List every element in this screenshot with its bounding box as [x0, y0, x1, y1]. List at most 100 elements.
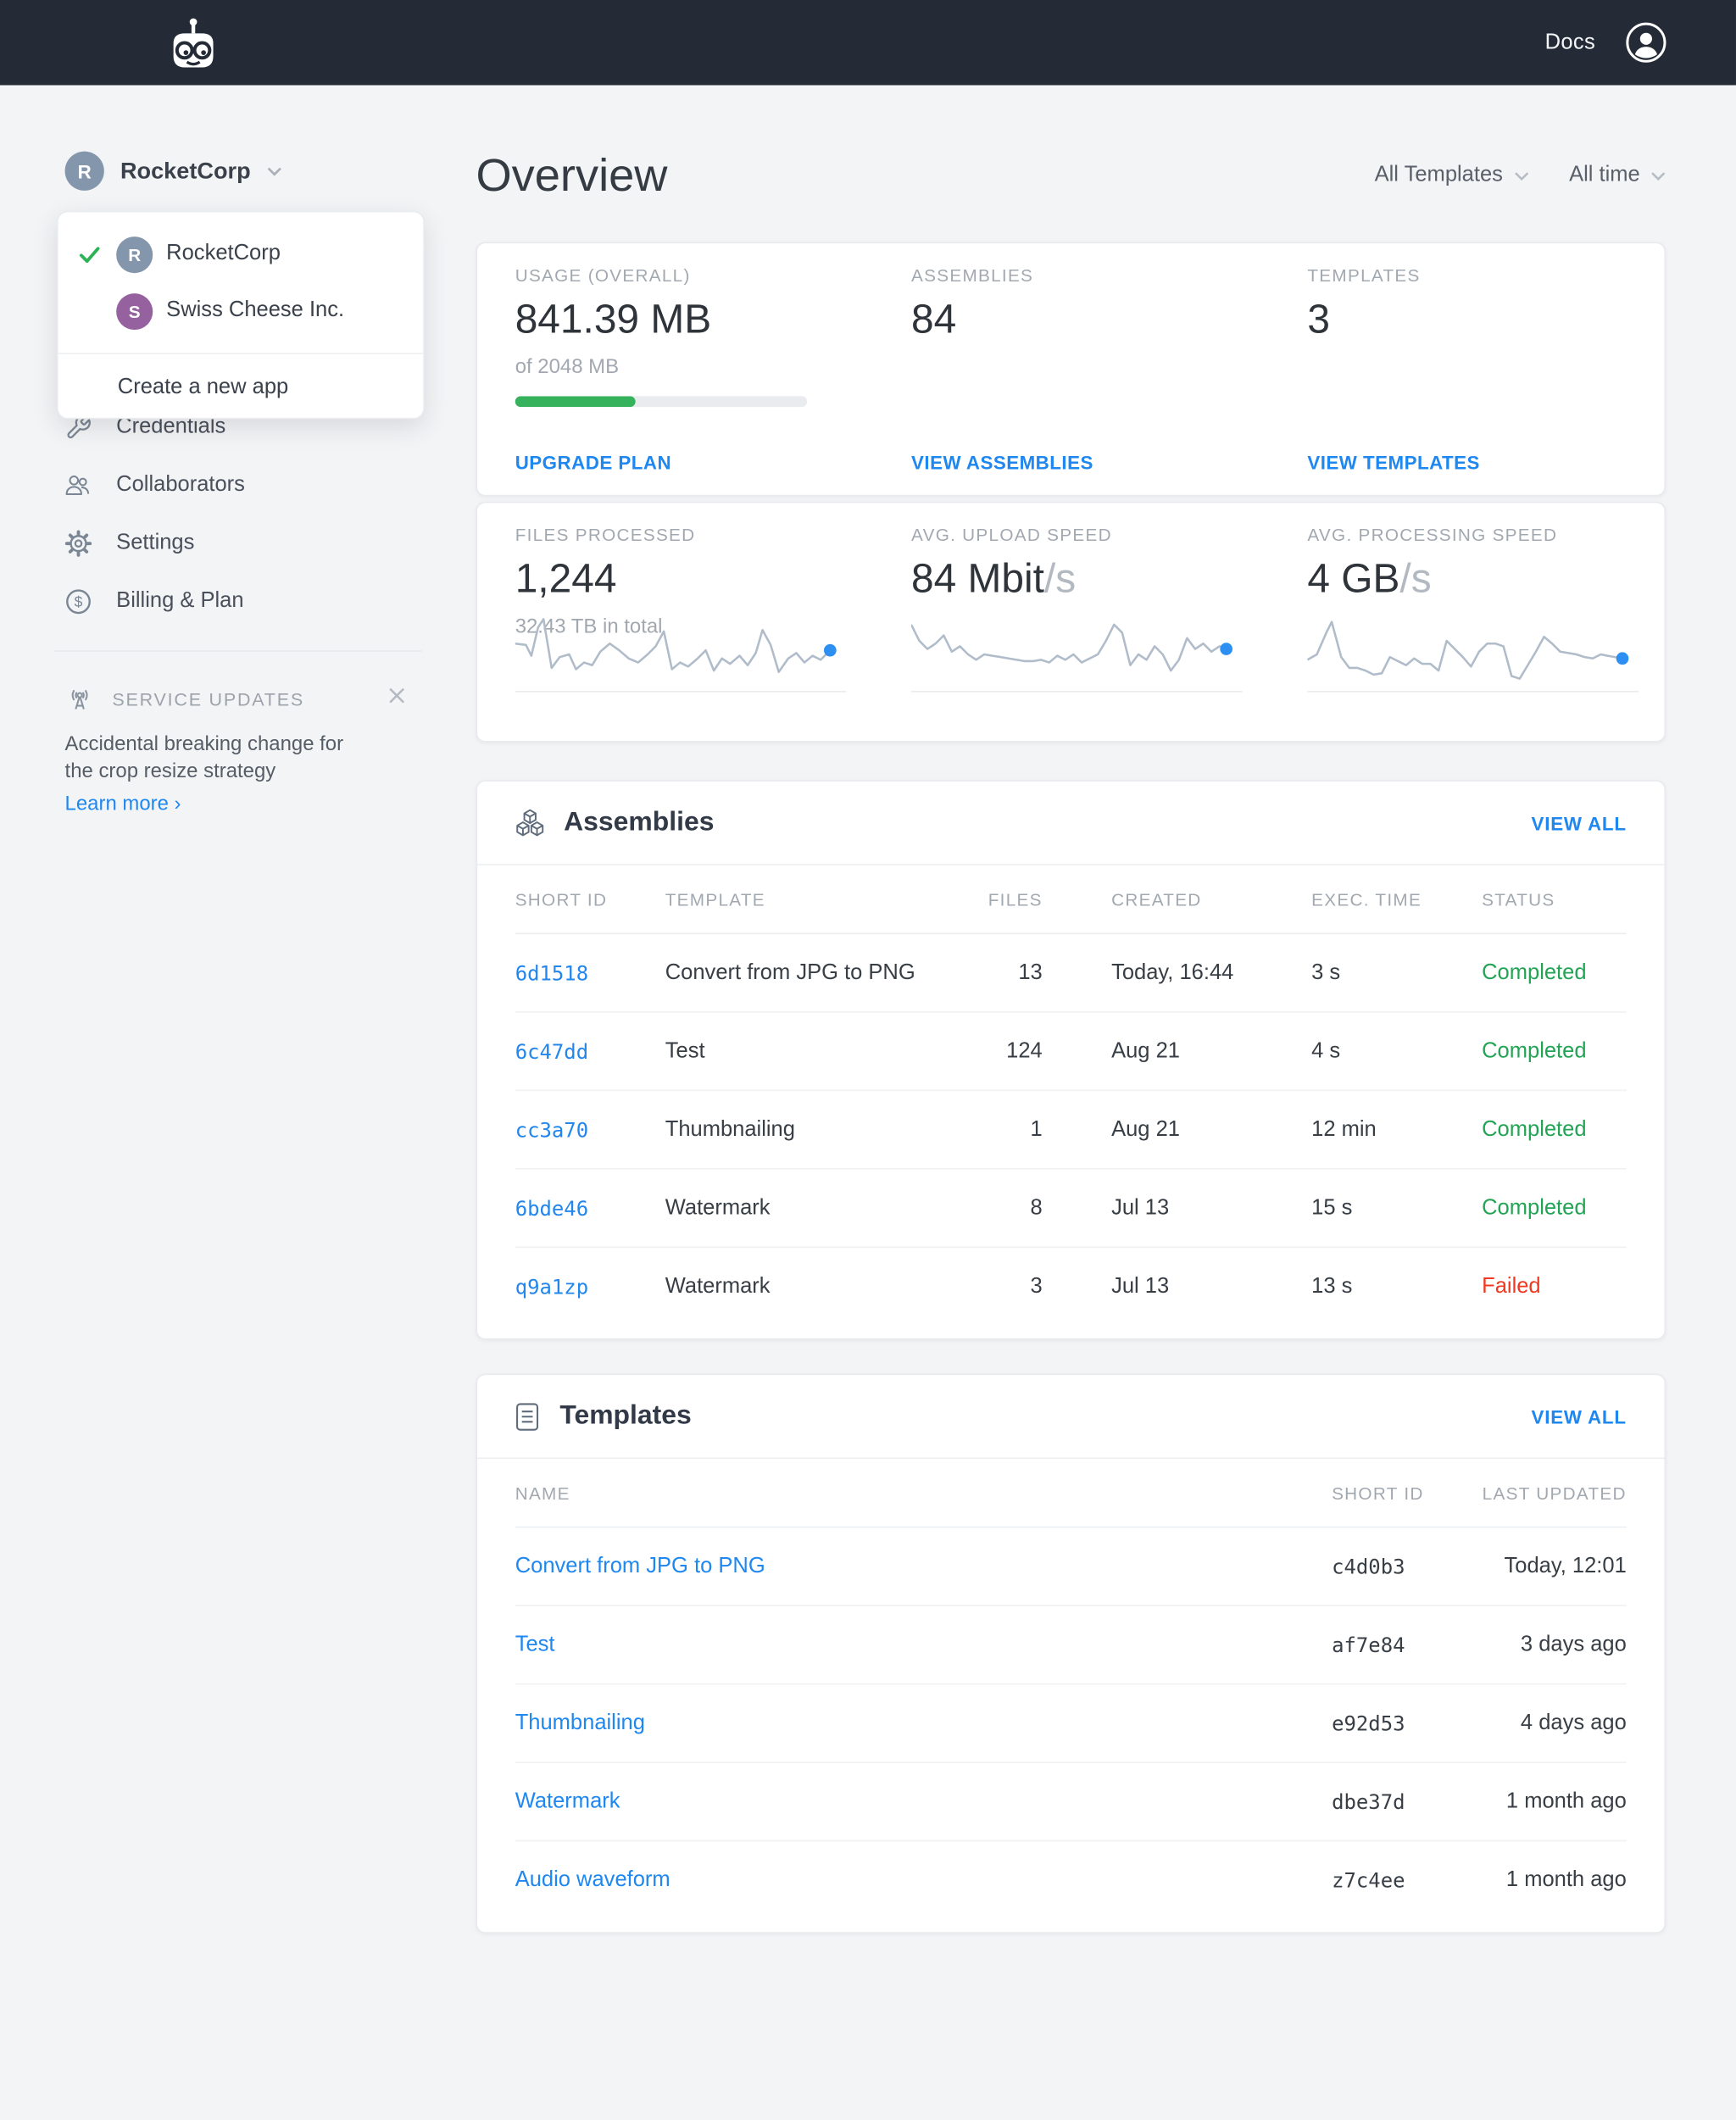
- page-title: Overview: [476, 149, 668, 201]
- template-name-link[interactable]: Audio waveform: [515, 1868, 670, 1892]
- assembly-short-id-link[interactable]: 6c47dd: [515, 1038, 589, 1064]
- gear-icon: [64, 529, 92, 557]
- assembly-row[interactable]: cc3a70 Thumbnailing 1 Aug 21 12 min Comp…: [515, 1091, 1627, 1170]
- close-icon[interactable]: [388, 687, 406, 704]
- sidebar-item-billing[interactable]: $ Billing & Plan: [0, 572, 456, 631]
- item-avatar: R: [116, 236, 153, 273]
- usage-label: USAGE (OVERALL): [515, 264, 691, 286]
- assembly-short-id-link[interactable]: 6bde46: [515, 1195, 589, 1221]
- docs-link[interactable]: Docs: [1544, 30, 1596, 54]
- processing-speed-value: 4 GB: [1307, 557, 1400, 602]
- usage-stats-card: USAGE (OVERALL) 841.39 MB of 2048 MB UPG…: [476, 242, 1666, 497]
- user-avatar-icon[interactable]: [1625, 22, 1666, 64]
- assembly-row[interactable]: 6d1518 Convert from JPG to PNG 13 Today,…: [515, 934, 1627, 1013]
- dropdown-item-rocketcorp[interactable]: R RocketCorp: [58, 225, 424, 282]
- template-row[interactable]: Audio waveform z7c4ee 1 month ago: [515, 1868, 1627, 1893]
- template-name-link[interactable]: Convert from JPG to PNG: [515, 1554, 765, 1577]
- sparkline-baseline: [515, 691, 847, 693]
- sidebar-divider: [53, 650, 422, 652]
- processing-speed-label: AVG. PROCESSING SPEED: [1307, 524, 1558, 545]
- item-label: Swiss Cheese Inc.: [166, 298, 345, 322]
- dropdown-item-swiss-cheese[interactable]: S Swiss Cheese Inc.: [58, 282, 424, 339]
- status-badge: Completed: [1482, 1038, 1587, 1062]
- app-avatar: R: [64, 151, 104, 191]
- templates-view-all-link[interactable]: VIEW ALL: [1531, 1405, 1627, 1427]
- filter-templates-dropdown[interactable]: All Templates: [1375, 164, 1529, 188]
- app-switcher-dropdown: R RocketCorp S Swiss Cheese Inc. Create …: [56, 210, 425, 420]
- dollar-icon: $: [66, 588, 91, 614]
- dropdown-divider: [58, 353, 424, 354]
- status-badge: Completed: [1482, 960, 1587, 984]
- cubes-icon: [516, 808, 544, 836]
- template-name-link[interactable]: Thumbnailing: [515, 1711, 645, 1734]
- sidebar-item-collaborators[interactable]: Collaborators: [0, 456, 456, 515]
- usage-quota: of 2048 MB: [515, 355, 620, 379]
- template-short-id: e92d53: [1332, 1711, 1405, 1736]
- throughput-stats-card: FILES PROCESSED 1,244 32.43 TB in total …: [476, 501, 1666, 743]
- template-name-link[interactable]: Test: [515, 1632, 555, 1656]
- assembly-row[interactable]: q9a1zp Watermark 3 Jul 13 13 s Failed: [515, 1248, 1627, 1327]
- service-updates-title: SERVICE UPDATES: [112, 688, 304, 709]
- assemblies-section: Assemblies VIEW ALL SHORT ID TEMPLATE FI…: [476, 780, 1666, 1340]
- template-short-id: z7c4ee: [1332, 1868, 1405, 1893]
- broadcast-icon: [71, 690, 88, 709]
- assembly-row[interactable]: 6c47dd Test 124 Aug 21 4 s Completed: [515, 1013, 1627, 1092]
- assembly-short-id-link[interactable]: cc3a70: [515, 1117, 589, 1142]
- top-navbar: Docs: [0, 0, 1736, 86]
- assemblies-view-all-link[interactable]: VIEW ALL: [1531, 811, 1627, 834]
- assemblies-table-header: SHORT ID TEMPLATE FILES CREATED EXEC. TI…: [515, 865, 1627, 935]
- chevron-down-icon: [1651, 171, 1666, 181]
- create-new-app-button[interactable]: Create a new app: [117, 376, 289, 399]
- assembly-short-id-link[interactable]: 6d1518: [515, 960, 589, 985]
- assemblies-label: ASSEMBLIES: [911, 264, 1034, 286]
- templates-count: 3: [1307, 297, 1330, 342]
- template-row[interactable]: Test af7e84 3 days ago: [515, 1606, 1627, 1685]
- assemblies-count: 84: [911, 297, 957, 342]
- app-name: RocketCorp: [120, 157, 251, 184]
- service-updates-panel: SERVICE UPDATES Accidental breaking chan…: [65, 673, 420, 815]
- document-icon: [516, 1402, 539, 1430]
- processing-sparkline-chart: [1307, 620, 1629, 680]
- template-row[interactable]: Convert from JPG to PNG c4d0b3 Today, 12…: [515, 1527, 1627, 1606]
- status-badge: Completed: [1482, 1195, 1587, 1219]
- files-sparkline-chart: [515, 618, 837, 673]
- item-avatar: S: [116, 292, 153, 330]
- app-switcher[interactable]: R RocketCorp: [64, 151, 283, 191]
- sidebar-menu: Credentials Collaborators: [0, 398, 456, 630]
- templates-label: TEMPLATES: [1307, 264, 1421, 286]
- templates-section-title: Templates: [559, 1400, 692, 1431]
- usage-value: 841.39 MB: [515, 297, 712, 342]
- filter-time-dropdown[interactable]: All time: [1569, 164, 1666, 188]
- upgrade-plan-link[interactable]: UPGRADE PLAN: [515, 451, 672, 474]
- files-processed-value: 1,244: [515, 557, 617, 602]
- view-assemblies-link[interactable]: VIEW ASSEMBLIES: [911, 451, 1093, 474]
- usage-progress-bar: [515, 396, 808, 408]
- templates-section: Templates VIEW ALL NAME SHORT ID LAST UP…: [476, 1373, 1666, 1934]
- template-row[interactable]: Watermark dbe37d 1 month ago: [515, 1763, 1627, 1842]
- svg-text:$: $: [75, 593, 83, 609]
- assemblies-section-title: Assemblies: [564, 807, 715, 837]
- robot-logo-icon[interactable]: [165, 15, 222, 72]
- chevron-down-icon: [1514, 171, 1528, 181]
- template-name-link[interactable]: Watermark: [515, 1789, 620, 1813]
- usage-progress-bar-fill: [515, 396, 635, 408]
- template-row[interactable]: Thumbnailing e92d53 4 days ago: [515, 1684, 1627, 1763]
- people-icon: [65, 475, 90, 495]
- check-icon: [80, 246, 100, 263]
- template-short-id: af7e84: [1332, 1632, 1405, 1657]
- status-badge: Failed: [1482, 1275, 1541, 1299]
- sidebar-item-settings[interactable]: Settings: [0, 514, 456, 572]
- assembly-row[interactable]: 6bde46 Watermark 8 Jul 13 15 s Completed: [515, 1170, 1627, 1249]
- sparkline-baseline: [911, 691, 1243, 693]
- chevron-down-icon: [268, 166, 282, 175]
- sparkline-baseline: [1307, 691, 1639, 693]
- upload-speed-value: 84 Mbit: [911, 557, 1044, 602]
- upload-speed-label: AVG. UPLOAD SPEED: [911, 524, 1112, 545]
- learn-more-link[interactable]: Learn more ›: [64, 792, 181, 815]
- templates-table-header: NAME SHORT ID LAST UPDATED: [515, 1459, 1627, 1528]
- view-templates-link[interactable]: VIEW TEMPLATES: [1307, 451, 1480, 474]
- files-processed-label: FILES PROCESSED: [515, 524, 696, 545]
- assembly-short-id-link[interactable]: q9a1zp: [515, 1275, 589, 1299]
- status-badge: Completed: [1482, 1117, 1587, 1141]
